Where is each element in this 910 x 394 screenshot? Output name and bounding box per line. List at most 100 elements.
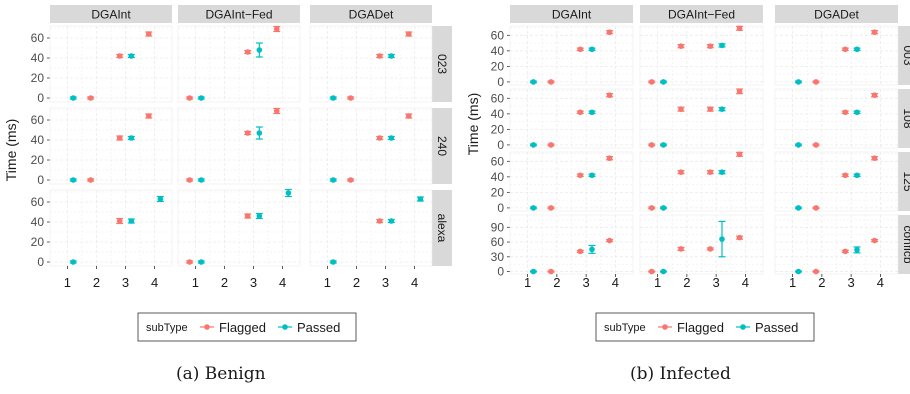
benign-column-label: DGADet [349, 8, 394, 22]
benign-row-label: 023 [435, 54, 449, 74]
infected-data-point-flagged [606, 29, 613, 36]
benign-data-point-flagged [273, 26, 280, 32]
infected-data-point-flagged [813, 79, 819, 85]
infected-column-label: DGAInt−Fed [668, 8, 735, 22]
infected-data-point-flagged [648, 268, 655, 275]
infected-data-point-passed [854, 172, 860, 179]
infected-y-tick-label: 60 [491, 154, 505, 168]
infected-data-point-flagged [707, 106, 714, 112]
benign-data-point-passed [128, 135, 135, 141]
infected-data-point-flagged [678, 246, 684, 252]
infected-data-point-flagged [577, 46, 584, 53]
benign-data-point-flagged [347, 177, 354, 183]
infected-data-point-flagged [871, 237, 878, 244]
benign-data-point-flagged [405, 31, 412, 37]
infected-y-tick-label: 20 [491, 122, 505, 136]
infected-legend-title: subType [604, 322, 646, 334]
infected-y-tick-label: 60 [491, 235, 505, 249]
infected-data-point-flagged [548, 205, 554, 211]
benign-data-point-flagged [405, 113, 412, 119]
infected-x-tick-label: 3 [848, 275, 855, 290]
benign-legend-key-point [282, 324, 288, 330]
infected-data-point-passed [854, 109, 860, 116]
benign-data-point-passed [388, 135, 395, 141]
benign-y-tick-label: 20 [31, 153, 45, 167]
infected-data-point-flagged [736, 25, 743, 32]
infected-x-tick-label: 4 [877, 275, 884, 290]
infected-row-strip [898, 152, 910, 211]
infected-data-point-passed [795, 142, 802, 148]
infected-data-point-passed [530, 142, 537, 148]
benign-data-point-flagged [244, 213, 251, 219]
benign-data-point-passed [330, 177, 337, 183]
benign-data-point-passed [70, 95, 77, 101]
caption-infected: (b) Infected [630, 364, 731, 384]
benign-legend-key-point [204, 324, 210, 330]
benign-y-tick-label: 0 [37, 173, 44, 187]
benign-data-point-passed [417, 196, 424, 202]
infected-data-point-flagged [813, 205, 819, 211]
benign-data-point-passed [128, 218, 135, 224]
benign-column-label: DGAInt [91, 8, 131, 22]
infected-x-tick-label: 2 [683, 275, 690, 290]
benign-y-tick-label: 20 [31, 235, 45, 249]
benign-data-point-passed [256, 47, 263, 53]
benign-data-point-passed [388, 218, 395, 224]
benign-data-point-flagged [145, 31, 152, 37]
infected-y-tick-label: 60 [491, 91, 505, 105]
infected-data-point-flagged [842, 109, 849, 116]
infected-data-point-flagged [871, 92, 878, 99]
benign-data-point-flagged [116, 53, 123, 59]
benign-x-tick-label: 4 [411, 275, 418, 290]
benign-y-tick-label: 60 [31, 113, 45, 127]
infected-column-label: DGADet [814, 8, 859, 22]
benign-x-tick-label: 1 [64, 275, 71, 290]
benign-data-point-flagged [347, 95, 354, 101]
infected-x-tick-label: 1 [654, 275, 661, 290]
infected-data-point-flagged [648, 79, 655, 85]
infected-data-point-flagged [736, 151, 743, 158]
infected-x-tick-label: 2 [553, 275, 560, 290]
caption-benign: (a) Benign [176, 364, 266, 384]
infected-column-strip [775, 5, 898, 23]
infected-row-strip [898, 26, 910, 85]
infected-data-point-flagged [606, 237, 613, 244]
infected-legend-box [595, 312, 815, 342]
benign-row-strip [432, 26, 452, 102]
infected-y-tick-label: 90 [491, 220, 505, 234]
infected-data-point-passed [589, 246, 595, 253]
benign-data-point-flagged [376, 218, 383, 224]
infected-y-tick-label: 60 [491, 28, 505, 42]
infected-x-tick-label: 4 [742, 275, 749, 290]
infected-data-point-flagged [736, 88, 743, 95]
infected-x-tick-label: 4 [612, 275, 619, 290]
infected-y-tick-label: 20 [491, 59, 505, 73]
infected-legend-label-passed: Passed [755, 320, 798, 335]
benign-data-point-flagged [87, 95, 94, 101]
benign-data-point-passed [330, 259, 337, 265]
benign-column-strip [310, 5, 432, 23]
benign-data-point-flagged [116, 135, 123, 141]
benign-data-point-flagged [244, 49, 251, 55]
benign-data-point-flagged [116, 218, 123, 224]
benign-data-point-flagged [145, 113, 152, 119]
infected-y-tick-label: 0 [497, 265, 504, 279]
benign-y-tick-label: 60 [31, 31, 45, 45]
infected-row-strip [898, 89, 910, 148]
infected-data-point-flagged [678, 106, 684, 112]
infected-row-label: 125 [901, 171, 910, 191]
benign-y-tick-label: 40 [31, 215, 45, 229]
infected-data-point-passed [795, 79, 802, 85]
infected-y-tick-label: 30 [491, 250, 505, 264]
infected-y-axis-label: Time (ms) [465, 93, 481, 155]
benign-data-point-passed [198, 259, 205, 265]
benign-row-strip [432, 190, 452, 266]
infected-data-point-flagged [813, 268, 819, 275]
benign-y-tick-label: 60 [31, 195, 45, 209]
benign-x-tick-label: 2 [353, 275, 360, 290]
infected-data-point-flagged [577, 248, 584, 255]
infected-data-point-passed [719, 169, 725, 175]
benign-x-tick-label: 3 [382, 275, 389, 290]
